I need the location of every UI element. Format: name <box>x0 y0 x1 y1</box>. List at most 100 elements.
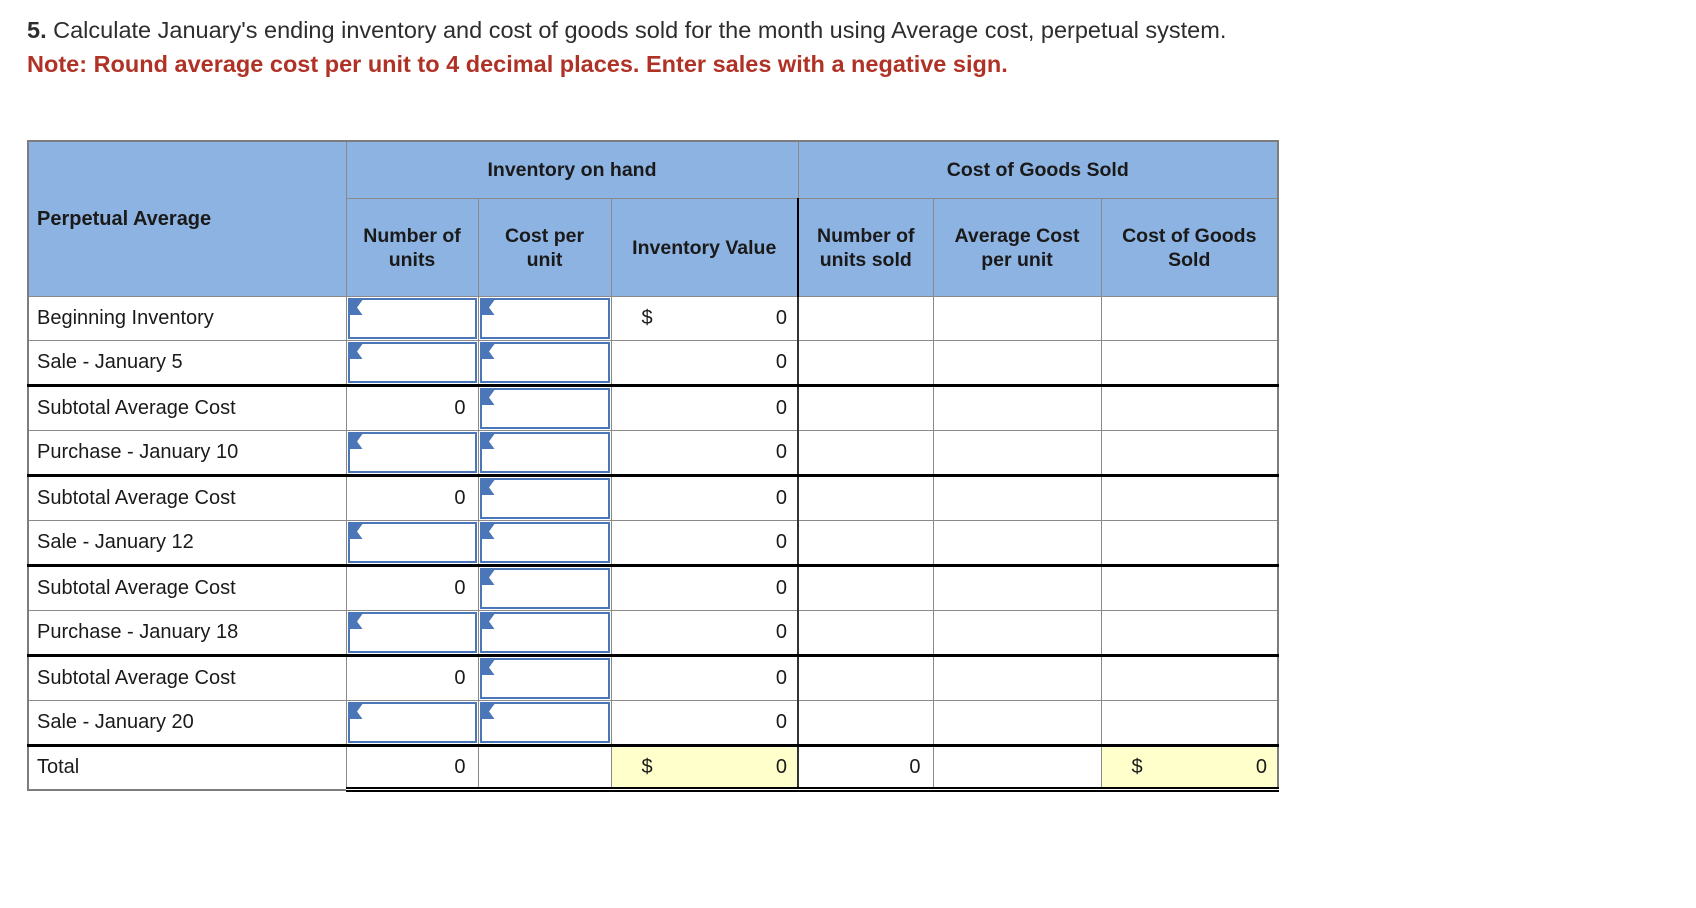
amount: 0 <box>775 621 787 643</box>
inventory-value-cell: 0 <box>610 610 799 656</box>
cost-per-unit-input-cell <box>477 520 612 566</box>
cost-per-unit-input[interactable] <box>479 298 610 339</box>
corner-header: Perpetual Average <box>27 140 347 297</box>
table-row: Subtotal Average Cost 0 0 <box>27 654 1279 701</box>
inventory-value-cell: 0 <box>610 340 799 386</box>
amount: 0 <box>775 667 787 689</box>
average-cost-cell <box>932 384 1102 431</box>
cost-per-unit-input-empty <box>477 744 612 792</box>
col-header-number-of-units: Number of units <box>345 198 479 297</box>
flag-icon <box>481 480 495 495</box>
amount: 0 <box>775 755 787 778</box>
cogs-cell <box>1100 430 1279 476</box>
units-input[interactable] <box>347 432 477 473</box>
units-sold-cell <box>797 340 934 386</box>
average-cost-cell <box>932 520 1102 566</box>
cost-per-unit-input[interactable] <box>479 568 610 609</box>
row-label: Total <box>27 744 347 790</box>
cost-per-unit-input[interactable] <box>479 388 610 429</box>
units-sold-cell <box>797 474 934 521</box>
average-cost-cell <box>932 564 1102 611</box>
cost-per-unit-input[interactable] <box>479 342 610 383</box>
average-cost-cell <box>932 700 1102 746</box>
flag-icon <box>349 300 363 315</box>
amount: 0 <box>775 351 787 373</box>
cogs-cell <box>1100 296 1279 341</box>
average-cost-cell <box>932 430 1102 476</box>
amount: 0 <box>775 397 787 419</box>
amount: 0 <box>1255 755 1268 778</box>
cost-per-unit-input[interactable] <box>479 658 610 699</box>
table-row: Purchase - January 18 0 <box>27 610 1279 656</box>
cost-per-unit-input-cell <box>477 654 612 701</box>
question-block: 5. Calculate January's ending inventory … <box>27 13 1226 81</box>
flag-icon <box>481 344 495 359</box>
row-label: Subtotal Average Cost <box>27 384 347 431</box>
cost-per-unit-input[interactable] <box>479 702 610 743</box>
cost-per-unit-input[interactable] <box>479 522 610 563</box>
flag-icon <box>481 390 495 405</box>
inventory-value-cell: 0 <box>610 654 799 701</box>
units-input-value: 0 <box>345 564 479 611</box>
units-input-cell <box>345 610 479 656</box>
flag-icon <box>481 570 495 585</box>
group-header-row: Perpetual Average Inventory on hand Cost… <box>27 140 1279 297</box>
cost-per-unit-input-cell <box>477 296 612 341</box>
units-sold-cell <box>797 384 934 431</box>
units-input[interactable] <box>347 298 477 339</box>
cost-per-unit-input-cell <box>477 430 612 476</box>
row-label: Sale - January 5 <box>27 340 347 386</box>
units-input[interactable] <box>347 522 477 563</box>
average-cost-cell <box>932 296 1102 341</box>
question-note: Note: Round average cost per unit to 4 d… <box>27 51 1008 77</box>
amount: 0 <box>775 307 787 329</box>
group-header-inventory-on-hand: Inventory on hand <box>345 140 799 199</box>
row-label: Subtotal Average Cost <box>27 474 347 521</box>
flag-icon <box>349 704 363 719</box>
cost-per-unit-input-cell <box>477 474 612 521</box>
cost-per-unit-input[interactable] <box>479 432 610 473</box>
cost-per-unit-input[interactable] <box>479 478 610 519</box>
col-header-average-cost-per-unit: Average Cost per unit <box>932 198 1102 297</box>
amount: 0 <box>775 711 787 733</box>
table-row: Sale - January 20 0 <box>27 700 1279 746</box>
flag-icon <box>349 344 363 359</box>
table-row: Purchase - January 10 0 <box>27 430 1279 476</box>
table-row: Sale - January 5 0 <box>27 340 1279 386</box>
cost-per-unit-input-cell <box>477 700 612 746</box>
cost-per-unit-input-cell <box>477 340 612 386</box>
units-input[interactable] <box>347 612 477 653</box>
flag-icon <box>349 434 363 449</box>
units-input[interactable] <box>347 702 477 743</box>
inventory-value-cell: 0 <box>610 564 799 611</box>
cogs-cell <box>1100 654 1279 701</box>
amount: 0 <box>775 577 787 599</box>
col-header-number-of-units-sold: Number of units sold <box>797 198 934 297</box>
question-title: 5. Calculate January's ending inventory … <box>27 13 1226 47</box>
inventory-value-cell: 0 <box>610 384 799 431</box>
cogs-cell <box>1100 700 1279 746</box>
units-input-value: 0 <box>345 474 479 521</box>
average-cost-cell <box>932 744 1102 792</box>
average-cost-cell <box>932 654 1102 701</box>
row-label: Purchase - January 10 <box>27 430 347 476</box>
units-input[interactable] <box>347 342 477 383</box>
units-input-value: 0 <box>345 744 479 792</box>
cost-per-unit-input[interactable] <box>479 612 610 653</box>
question-text: Calculate January's ending inventory and… <box>46 17 1227 43</box>
flag-icon <box>481 524 495 539</box>
flag-icon <box>349 524 363 539</box>
currency-symbol: $ <box>641 755 653 778</box>
cogs-cell <box>1100 474 1279 521</box>
units-input-cell <box>345 430 479 476</box>
row-label: Purchase - January 18 <box>27 610 347 656</box>
column-header-row: Number of units Cost per unit Inventory … <box>28 198 1279 297</box>
question-number: 5. <box>27 17 47 43</box>
units-input-cell <box>345 340 479 386</box>
units-sold-cell <box>797 610 934 656</box>
flag-icon <box>481 704 495 719</box>
row-label: Sale - January 20 <box>27 700 347 746</box>
amount: 0 <box>775 441 787 463</box>
units-sold-cell <box>797 296 934 341</box>
currency-symbol: $ <box>641 307 653 329</box>
